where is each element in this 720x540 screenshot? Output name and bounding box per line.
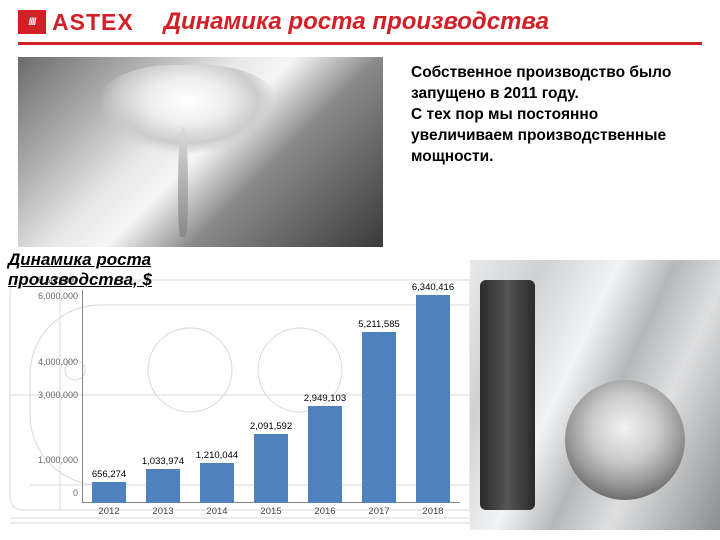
brand-name: ASTEX — [52, 9, 134, 36]
bar-value-label: 2,949,103 — [290, 393, 360, 404]
chart-title-line-2: производства, $ — [8, 270, 152, 289]
production-growth-chart: 01,000,0003,000,0004,000,0006,000,0006,5… — [30, 290, 460, 525]
bar-value-label: 2,091,592 — [236, 421, 306, 432]
chart-bar — [146, 469, 180, 503]
header: //// ASTEX Динамика роста производства — [0, 0, 720, 36]
x-tick-label: 2016 — [314, 503, 335, 517]
chart-area: Динамика роста производства, $ 01,000,00… — [0, 260, 720, 530]
y-tick-label: 6,000,000 — [38, 291, 82, 301]
intro-line-2: С тех пор мы постоянно увеличиваем произ… — [411, 106, 666, 165]
x-tick-label: 2013 — [152, 503, 173, 517]
x-tick-label: 2014 — [206, 503, 227, 517]
photo-pouring-metal — [18, 57, 383, 247]
chart-title-line-1: Динамика роста — [8, 250, 151, 269]
x-tick-label: 2018 — [422, 503, 443, 517]
intro-text: Собственное производство было запущено в… — [411, 57, 702, 247]
brand-logo: //// ASTEX — [18, 9, 134, 36]
intro-row: Собственное производство было запущено в… — [0, 45, 720, 247]
bar-value-label: 6,340,416 — [398, 282, 468, 293]
bar-value-label: 1,210,044 — [182, 450, 252, 461]
bar-value-label: 5,211,585 — [344, 319, 414, 330]
x-tick-label: 2015 — [260, 503, 281, 517]
chart-plot: 01,000,0003,000,0004,000,0006,000,0006,5… — [82, 290, 460, 503]
x-tick-label: 2017 — [368, 503, 389, 517]
photo-factory-equipment — [470, 260, 720, 530]
y-tick-label: 4,000,000 — [38, 357, 82, 367]
intro-line-1: Собственное производство было запущено в… — [411, 64, 671, 102]
chart-bar — [200, 463, 234, 503]
x-tick-label: 2012 — [98, 503, 119, 517]
chart-bar — [362, 332, 396, 503]
chart-bar — [92, 482, 126, 504]
y-tick-label: 0 — [73, 488, 82, 498]
y-tick-label: 1,000,000 — [38, 455, 82, 465]
page-title: Динамика роста производства — [164, 8, 549, 36]
chart-bar — [254, 434, 288, 503]
bar-value-label: 656,274 — [74, 469, 144, 480]
brand-badge-icon: //// — [18, 10, 46, 34]
chart-bar — [308, 406, 342, 503]
chart-title: Динамика роста производства, $ — [8, 250, 152, 289]
y-tick-label: 3,000,000 — [38, 390, 82, 400]
chart-bar — [416, 295, 450, 503]
